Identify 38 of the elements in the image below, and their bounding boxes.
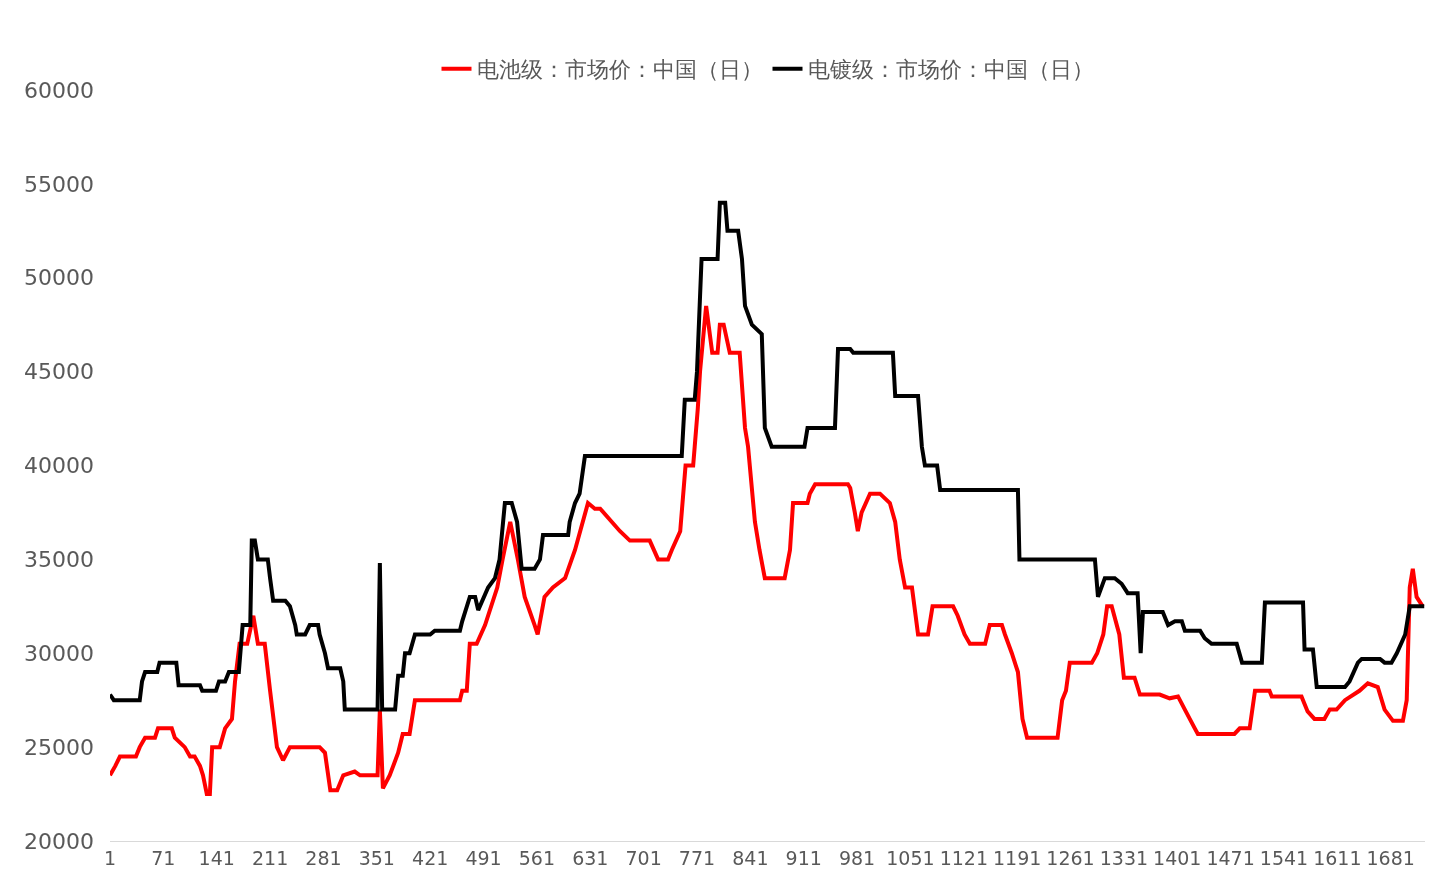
x-tick-label: 1401 <box>1153 846 1202 869</box>
x-tick-label: 1331 <box>1099 846 1149 869</box>
line-series <box>110 200 1425 712</box>
x-tick-label: 141 <box>198 846 235 869</box>
x-tick-label: 1471 <box>1206 846 1255 869</box>
x-tick-label: 701 <box>625 846 662 869</box>
x-tick-label: 1051 <box>886 846 935 869</box>
x-tick-label: 1611 <box>1313 846 1362 869</box>
x-tick-label: 631 <box>572 846 609 869</box>
x-tick-label: 841 <box>732 846 769 869</box>
x-tick-label: 561 <box>518 846 556 869</box>
x-tick-label: 771 <box>678 846 716 869</box>
y-tick-label: 20000 <box>24 828 94 854</box>
x-tick-label: 421 <box>412 846 449 869</box>
y-tick-label: 55000 <box>24 171 94 197</box>
y-tick-label: 50000 <box>24 265 94 291</box>
x-tick-label: 1541 <box>1259 846 1309 869</box>
y-tick-label: 25000 <box>24 734 94 760</box>
x-tick-label: 1261 <box>1046 846 1095 869</box>
x-tick-label: 1191 <box>992 846 1042 869</box>
x-tick-label: 981 <box>838 846 876 869</box>
y-tick-label: 35000 <box>24 547 94 573</box>
x-tick-label: 1681 <box>1366 846 1415 869</box>
x-tick-label: 351 <box>358 846 395 869</box>
y-tick-label: 40000 <box>24 453 94 479</box>
legend-label: 电镀级：市场价：中国（日） <box>807 57 1094 83</box>
y-tick-label: 45000 <box>24 359 94 385</box>
y-tick-label: 30000 <box>24 640 94 666</box>
x-tick-label: 211 <box>251 846 289 869</box>
x-tick-label: 911 <box>785 846 822 869</box>
x-tick-label: 491 <box>465 846 502 869</box>
line-series <box>110 303 1425 797</box>
x-tick-label: 281 <box>305 846 342 869</box>
x-tick-label: 1121 <box>939 846 988 869</box>
x-tick-label: 1 <box>103 846 117 869</box>
y-tick-label: 60000 <box>24 77 94 103</box>
x-tick-label: 71 <box>151 846 176 869</box>
legend-label: 电池级：市场价：中国（日） <box>476 57 763 83</box>
